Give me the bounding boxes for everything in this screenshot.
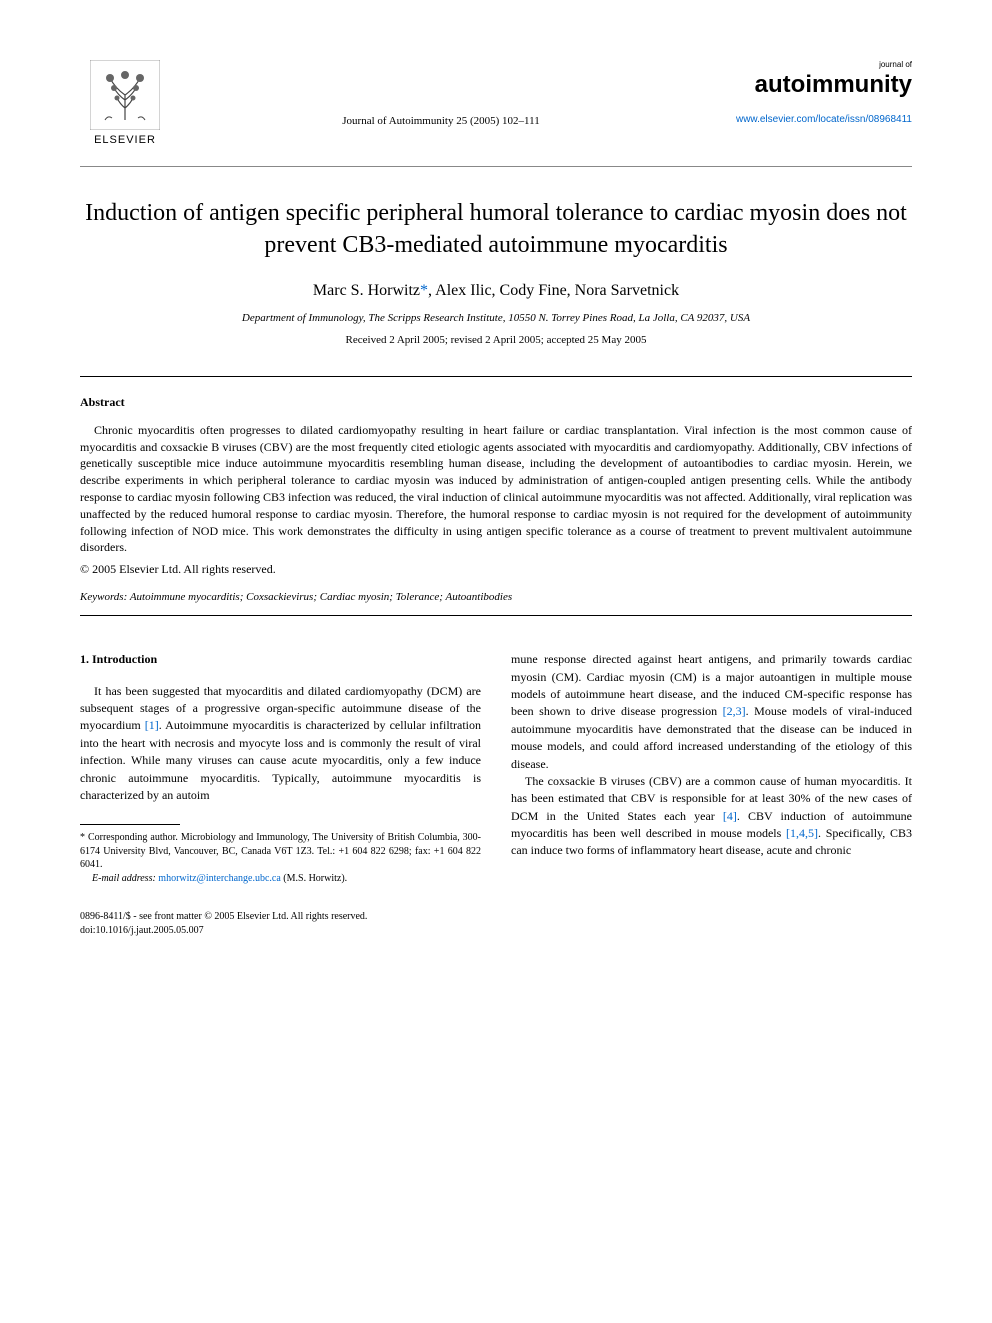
right-column: mune response directed against heart ant… [511,651,912,885]
reference-link-1[interactable]: [1] [145,718,159,732]
elsevier-tree-icon [90,60,160,130]
corresponding-author: Marc S. Horwitz [313,282,420,299]
article-dates: Received 2 April 2005; revised 2 April 2… [80,334,912,346]
abstract-text: Chronic myocarditis often progresses to … [80,422,912,556]
other-authors: , Alex Ilic, Cody Fine, Nora Sarvetnick [428,282,679,299]
footer-doi: doi:10.1016/j.jaut.2005.05.007 [80,924,912,938]
intro-paragraph-1: It has been suggested that myocarditis a… [80,683,481,805]
left-column: 1. Introduction It has been suggested th… [80,651,481,885]
journal-logo-top-text: journal of [755,60,912,69]
publisher-logo: ELSEVIER [80,60,170,146]
email-link[interactable]: mhorwitz@interchange.ubc.ca [156,873,281,884]
intro-paragraph-2: The coxsackie B viruses (CBV) are a comm… [511,773,912,860]
journal-reference: Journal of Autoimmunity 25 (2005) 102–11… [170,60,712,127]
intro-paragraph-1-continued: mune response directed against heart ant… [511,651,912,773]
affiliation: Department of Immunology, The Scripps Re… [80,312,912,324]
abstract-top-divider [80,376,912,377]
abstract-bottom-divider [80,615,912,616]
body-columns: 1. Introduction It has been suggested th… [80,651,912,885]
header-divider [80,166,912,167]
page-footer: 0896-8411/$ - see front matter © 2005 El… [80,910,912,937]
journal-logo: journal of auto immunity www.elsevier.co… [712,60,912,125]
email-label: E-mail address: [92,873,156,884]
keywords-label: Keywords: [80,591,127,603]
footer-line-1: 0896-8411/$ - see front matter © 2005 El… [80,910,912,924]
keywords-values: Autoimmune myocarditis; Coxsackievirus; … [127,591,512,603]
reference-link-1-4-5[interactable]: [1,4,5] [786,826,818,840]
corresponding-footnote: * Corresponding author. Microbiology and… [80,831,481,885]
abstract-copyright: © 2005 Elsevier Ltd. All rights reserved… [80,562,912,577]
corresponding-asterisk: * [420,282,428,299]
reference-link-2-3[interactable]: [2,3] [723,704,746,718]
journal-logo-immunity: immunity [805,71,912,99]
header-row: ELSEVIER Journal of Autoimmunity 25 (200… [80,60,912,146]
reference-link-4[interactable]: [4] [723,809,737,823]
keywords-line: Keywords: Autoimmune myocarditis; Coxsac… [80,591,912,603]
authors-line: Marc S. Horwitz*, Alex Ilic, Cody Fine, … [80,282,912,300]
footnote-divider [80,824,180,825]
abstract-heading: Abstract [80,395,912,410]
section-1-heading: 1. Introduction [80,651,481,668]
article-title: Induction of antigen specific peripheral… [80,197,912,262]
journal-url-link[interactable]: www.elsevier.com/locate/issn/08968411 [712,114,912,125]
publisher-name: ELSEVIER [94,134,156,146]
journal-logo-auto: auto [755,71,806,99]
